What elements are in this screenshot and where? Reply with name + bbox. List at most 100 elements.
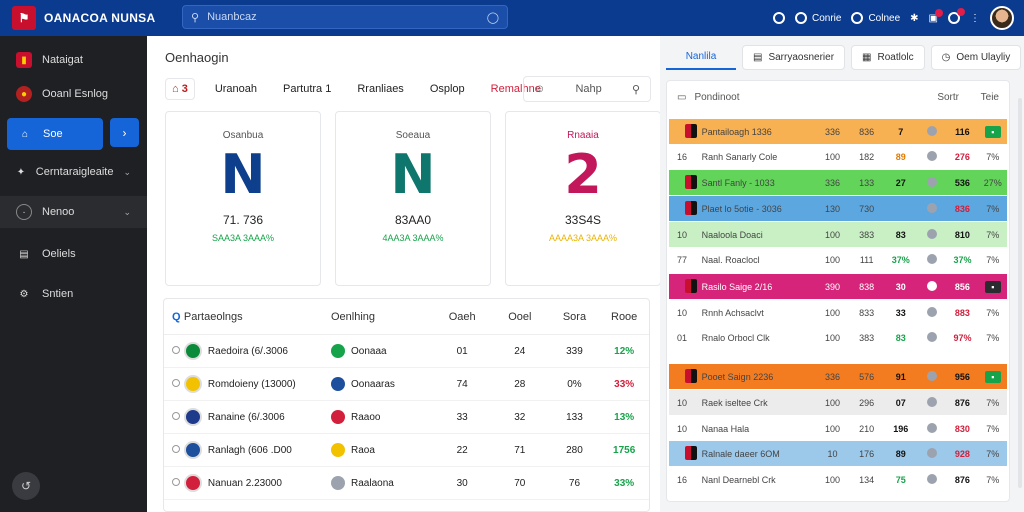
standings-row[interactable]: 16 Nanl Dearnebl Crk 100 134 75 876 7% [669,467,1007,492]
stat-card[interactable]: Soeaua N 83AA0 4AA3A 3AAA% [335,111,491,286]
col-header[interactable]: Partaeolngs [183,310,243,323]
chevron-down-icon: ⌄ [123,166,131,177]
nav-conrie-button[interactable]: Conrie [794,12,841,24]
standings-row[interactable]: 16 Ranh Sanarly Cole 100 182 89 276 7% [669,144,1007,169]
table-row[interactable]: Ranaine (6/.3006 Raaoo 33 32 133 13% [164,401,649,434]
row-radio[interactable] [164,345,184,357]
cell-v3: 75 [895,474,906,485]
col-header[interactable]: Oaeh [448,310,476,323]
top-bar: ⚑ OANACOA NUNSA ⚲ Nuanbcaz ◯ Conrie Coln… [0,0,1024,36]
tab-rranliaes[interactable]: Rranliaes [357,83,404,95]
stat-card[interactable]: Osanbua N 71. 736 SAA3A 3AAA% [165,111,321,286]
standings-row[interactable]: 77 Naal. Roaclocl 100 111 37% 37% 7% [669,247,1007,272]
col-header[interactable]: Oenlhing [331,310,376,323]
standings-row[interactable]: 10 Naaloola Doaci 100 383 83 810 7% [669,222,1007,247]
sidebar-item-ooanl[interactable]: ● Ooanl Esnlog [0,78,147,110]
search-icon: ⚲ [631,83,640,96]
standings-row[interactable]: Ralnale daeer 6OM 10 176 89 928 7% [669,441,1007,466]
cell-v3: 33 [895,307,906,318]
rank: 10 [677,307,688,318]
col-header[interactable]: Sortr [937,91,959,103]
col-header[interactable]: Rooe [611,310,638,323]
standings-row[interactable]: Rasilo Saige 2/16 390 838 30 856 ▪ [669,274,1007,299]
row-radio[interactable] [164,411,184,423]
notification-icon [948,12,960,24]
tab-sarry[interactable]: ▤ Sarryaosnerier [742,45,846,70]
nav-alert-button[interactable] [948,8,965,24]
table-row[interactable]: Ranlagh (606 .D00 Raoa 22 71 280 1756 [164,434,649,467]
search-input[interactable]: Nuanbcaz [207,11,257,23]
tab-uranoah[interactable]: Uranoah [214,83,258,95]
cell-v6: ▪ [979,370,1007,383]
tab-partutra[interactable]: Partutra 1 [283,83,332,95]
table-row[interactable]: Nanuan 2.23000 Raalaona 30 70 76 33% [164,467,649,500]
opponent-name: Oonaaa [351,345,387,357]
cell-v1: 74 [456,378,468,390]
nav-target-button[interactable] [772,12,785,24]
avatar[interactable] [990,6,1014,30]
filter-box[interactable]: ☺ Nahp ⚲ [523,76,651,102]
sidebar-item-nataigat[interactable]: ▮ Nataigat [0,44,147,76]
col-header[interactable]: Teie [980,91,999,103]
cell-v6: 27% [979,178,1007,188]
standings-row[interactable]: 10 Raek iseltee Crk 100 296 07 876 7% [669,390,1007,415]
search-box[interactable]: ⚲ Nuanbcaz ◯ [182,5,508,29]
tab-remalhne[interactable]: Remalhne [490,83,541,95]
nav-ball-button[interactable]: ✱ [910,13,918,24]
tab-oem[interactable]: ◷ Oem Ulayliy [930,45,1022,70]
soccer-ball-icon: ✱ [910,12,919,24]
row-radio[interactable] [164,477,184,489]
form-cell [918,228,946,241]
team-name: Ranlagh (606 .D00 [207,444,292,456]
col-header[interactable]: Sora [562,310,587,323]
sidebar-item-home[interactable]: ⌂ Soe [7,118,103,150]
card-sub: 4AA3A 3AAA% [382,233,444,243]
card-title: Rnaaia [567,130,599,141]
more-icon: ⋮ [970,12,980,24]
sidebar-item-label: Cerntaraigleaite [35,166,114,178]
crest-icon [685,278,697,293]
standings-row[interactable]: Pooet Saign 2236 336 576 91 956 ▪ [669,364,1007,389]
cell-v5: 97% [953,332,972,343]
tab-roatlolc[interactable]: ▦ Roatlolc [851,45,925,70]
row-radio[interactable] [164,378,184,390]
cell-v2: 32 [514,411,526,423]
sidebar-item-sntien[interactable]: ⚙ Sntien [0,278,147,310]
standings-row[interactable]: Pantailoagh 1336 336 836 7 116 ▪ [669,119,1007,144]
cell-v2: 176 [859,448,875,459]
cell-v3: 83 [895,332,906,343]
table-row[interactable]: Romdoieny (13000) Oonaaras 74 28 0% 33% [164,368,649,401]
nav-colnee-button[interactable]: Colnee [851,12,900,24]
standings-row[interactable]: Santl Fanly - 1033 336 133 27 536 27% [669,170,1007,195]
cell-v3: 91 [895,371,906,382]
expand-button[interactable]: › [110,118,139,147]
nav-more-button[interactable]: ⋮ [970,13,980,24]
help-button[interactable]: ↺ [12,472,40,500]
tab-home[interactable]: ⌂ 3 [165,78,195,100]
cell-v2: 133 [859,177,875,188]
table-row[interactable]: Raedoira (6/.3006 Oonaaa 01 24 339 12% [164,335,649,368]
sidebar-item-nenoo[interactable]: · Nenoo ⌄ [0,196,147,228]
form-icon [927,253,938,264]
stat-card[interactable]: Rnaaia 2 33S4S AAAA3A 3AAA% [505,111,661,286]
standings-row[interactable]: 10 Rnnh Achsaclvt 100 833 33 883 7% [669,300,1007,325]
tab-bar: ⌂ 3 Uranoah Partutra 1 Rranliaes Osplop … [165,78,547,100]
rank: 10 [677,229,688,240]
standings-row[interactable]: 10 Nanaa Hala 100 210 196 830 7% [669,416,1007,441]
form-cell [918,125,946,138]
scrollbar[interactable] [1018,98,1022,488]
nav-bell-button[interactable]: ▣ [929,8,943,24]
tab-nanlila[interactable]: Nanlila [666,45,736,70]
opponent-cell: Raoa [331,443,434,457]
row-radio[interactable] [164,444,184,456]
filter-input[interactable]: Nahp [575,83,602,95]
standings-row[interactable]: 01 Rnalo Orbocl Clk 100 383 83 97% 7% [669,325,1007,350]
sidebar-item-cerntara[interactable]: ✦ Cerntaraigleaite ⌄ [0,156,147,188]
team-cell: Ranaine (6/.3006 [183,408,331,426]
standings-row[interactable]: Plaet lo 5otie - 3036 130 730 836 7% [669,196,1007,221]
tab-osplop[interactable]: Osplop [429,83,465,95]
col-header[interactable]: Ooel [508,310,532,323]
brand-logo[interactable]: ⚑ [12,6,36,30]
team-name: Ranaine (6/.3006 [207,411,285,423]
sidebar-item-oeliels[interactable]: ▤ Oeliels [0,238,147,270]
